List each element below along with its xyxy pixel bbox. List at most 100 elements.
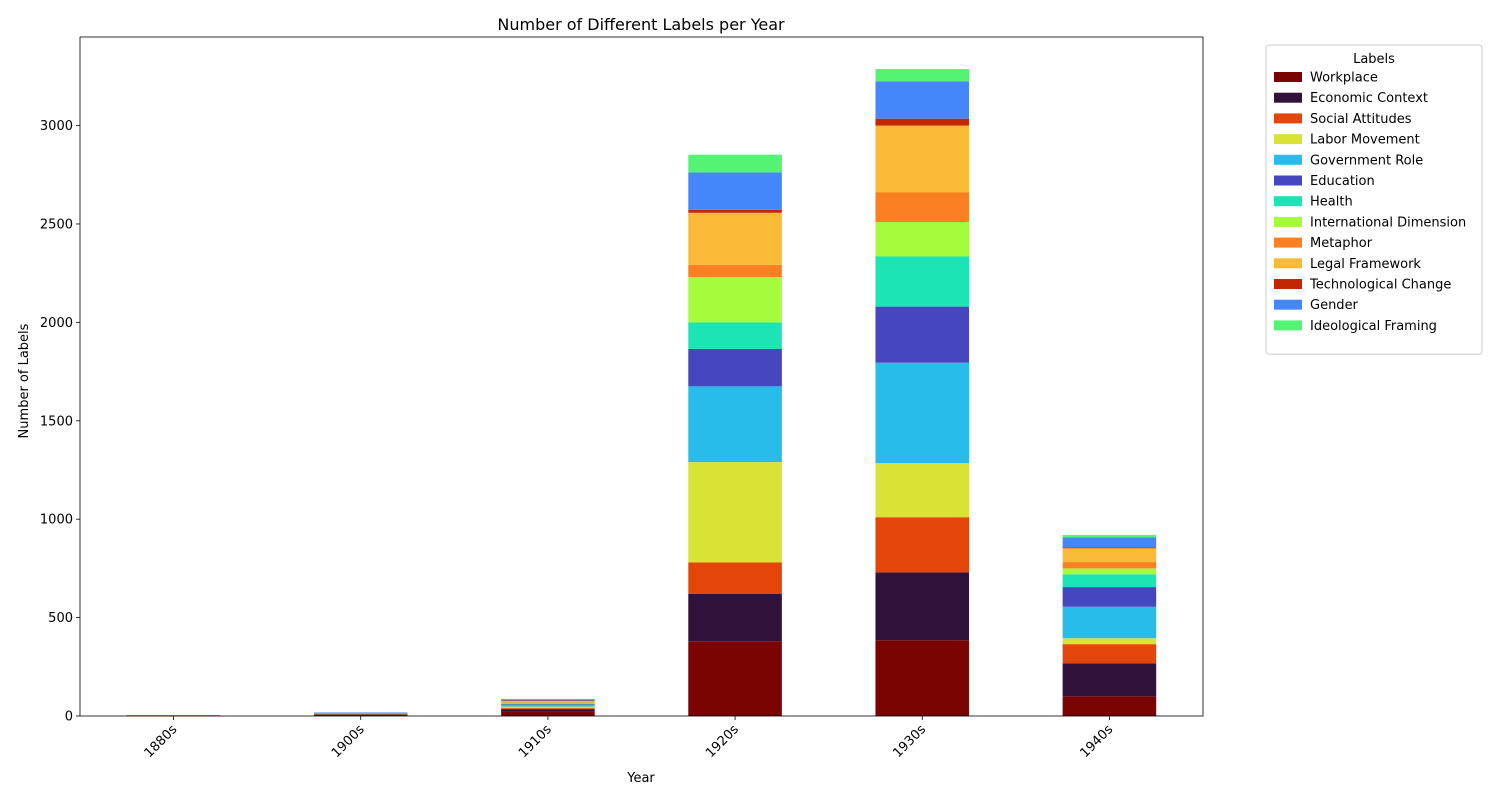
y-tick-label: 1000 — [40, 513, 73, 528]
x-tick-label: 1900s — [329, 722, 368, 761]
bar-segment-1900s-economic-context — [313, 714, 408, 716]
bar-segment-1910s-international-dimension — [501, 702, 595, 704]
legend-swatch — [1274, 237, 1302, 248]
legend-label: Workplace — [1310, 71, 1378, 86]
bar-segment-1920s-international-dimension — [688, 277, 782, 323]
legend-label: Health — [1310, 195, 1353, 210]
bar-segment-1910s-social-attitudes — [501, 708, 595, 710]
bar-segment-1940s-social-attitudes — [1062, 644, 1157, 664]
legend-label: Social Attitudes — [1310, 112, 1412, 127]
bar-segment-1930s-labor-movement — [875, 463, 970, 518]
bar-segment-1930s-social-attitudes — [875, 517, 970, 573]
x-tick-label: 1880s — [142, 722, 181, 761]
legend-swatch — [1274, 320, 1302, 331]
bars-layer — [126, 69, 1157, 717]
bar-segment-1920s-legal-framework — [688, 212, 782, 265]
bar-segment-1940s-labor-movement — [1062, 638, 1157, 645]
bar-segment-1920s-social-attitudes — [688, 562, 782, 594]
legend-title: Labels — [1353, 52, 1395, 67]
bar-segment-1920s-education — [688, 348, 782, 387]
bar-segment-1940s-legal-framework — [1062, 548, 1157, 563]
plot-frame — [79, 36, 1204, 717]
bar-segment-1910s-legal-framework — [501, 700, 595, 703]
y-tick-label: 0 — [65, 710, 73, 725]
bar-segment-1940s-workplace — [1062, 696, 1157, 716]
legend-swatch — [1274, 72, 1302, 82]
bar-segment-1940s-economic-context — [1062, 663, 1157, 697]
legend-label: Gender — [1310, 298, 1359, 313]
bar-segment-1920s-labor-movement — [688, 462, 782, 563]
bar-segment-1910s-education — [501, 704, 595, 706]
bar-segment-1920s-metaphor — [688, 264, 782, 278]
bar-segment-1910s-workplace — [501, 711, 595, 716]
legend-label: Ideological Framing — [1310, 319, 1437, 334]
legend-label: Education — [1310, 174, 1375, 189]
bar-segment-1930s-health — [875, 256, 970, 307]
bar-segment-1910s-technological-change — [501, 700, 595, 701]
legend-swatch — [1274, 92, 1302, 103]
legend-label: Metaphor — [1310, 236, 1373, 251]
x-axis-label: Year — [626, 771, 655, 786]
y-tick-label: 2000 — [40, 316, 73, 331]
legend-swatch — [1274, 299, 1302, 310]
bar-segment-1900s-workplace — [313, 715, 408, 716]
bar-segment-1920s-technological-change — [688, 209, 782, 213]
bar-segment-1910s-health — [501, 703, 595, 705]
bar-segment-1910s-labor-movement — [501, 706, 595, 709]
legend-box — [1265, 44, 1483, 355]
bar-segment-1940s-gender — [1062, 537, 1157, 548]
bar-segment-1900s-gender — [313, 712, 408, 713]
bar-segment-1900s-labor-movement — [313, 713, 408, 715]
x-tick-label: 1910s — [516, 722, 555, 761]
bar-segment-1930s-education — [875, 306, 970, 363]
y-tick-label: 2500 — [40, 217, 73, 232]
bar-segment-1910s-economic-context — [501, 709, 595, 712]
bar-segment-1940s-government-role — [1062, 606, 1157, 639]
bar-segment-1930s-government-role — [875, 362, 970, 464]
y-tick-label: 500 — [48, 611, 73, 626]
legend-swatch — [1274, 258, 1302, 269]
bar-segment-1910s-ideological-framing — [501, 698, 595, 700]
bar-segment-1930s-economic-context — [875, 572, 970, 641]
legend-swatch — [1274, 279, 1302, 289]
y-axis-label: Number of Labels — [17, 323, 32, 438]
bar-segment-1920s-economic-context — [688, 593, 782, 642]
bar-segment-1910s-metaphor — [501, 702, 595, 703]
bar-segment-1940s-health — [1062, 574, 1157, 588]
legend-swatch — [1274, 216, 1302, 227]
bar-segment-1920s-health — [688, 322, 782, 349]
bar-segment-1930s-metaphor — [875, 192, 970, 222]
legend-swatch — [1274, 196, 1302, 207]
bar-segment-1930s-gender — [875, 81, 970, 119]
bar-segment-1920s-gender — [688, 172, 782, 210]
legend-swatch — [1274, 154, 1302, 165]
legend-label: International Dimension — [1310, 215, 1466, 230]
y-tick-label: 3000 — [40, 119, 73, 134]
bar-segment-1940s-technological-change — [1062, 547, 1157, 549]
legend-label: Government Role — [1310, 153, 1423, 168]
bar-segment-1940s-ideological-framing — [1062, 534, 1157, 538]
bar-segment-1880s-government-role — [126, 715, 221, 716]
bar-segment-1910s-government-role — [501, 705, 595, 707]
bar-segment-1930s-legal-framework — [875, 125, 970, 193]
bar-segment-1940s-international-dimension — [1062, 568, 1157, 575]
legend-swatch — [1274, 113, 1302, 124]
legend-swatch — [1274, 175, 1302, 186]
x-tick-label: 1920s — [703, 722, 742, 761]
chart-title: Number of Different Labels per Year — [497, 15, 785, 34]
bar-segment-1930s-ideological-framing — [875, 69, 970, 82]
bar-segment-1930s-technological-change — [875, 118, 970, 126]
legend-label: Technological Change — [1309, 278, 1451, 293]
bar-segment-1920s-ideological-framing — [688, 154, 782, 173]
y-tick-label: 1500 — [40, 414, 73, 429]
legend-swatch — [1274, 134, 1302, 145]
x-tick-label: 1940s — [1077, 722, 1116, 761]
bar-segment-1940s-education — [1062, 587, 1157, 607]
bar-segment-1940s-metaphor — [1062, 562, 1157, 569]
axes-layer: 0 500 1000 1500 2000 2500 3000 1880s 1900s 1910s 1… — [40, 36, 1204, 761]
bar-segment-1920s-government-role — [688, 386, 782, 463]
legend-label: Economic Context — [1310, 91, 1428, 106]
legend: Labels Workplace Economic Context Social At… — [1265, 44, 1483, 355]
